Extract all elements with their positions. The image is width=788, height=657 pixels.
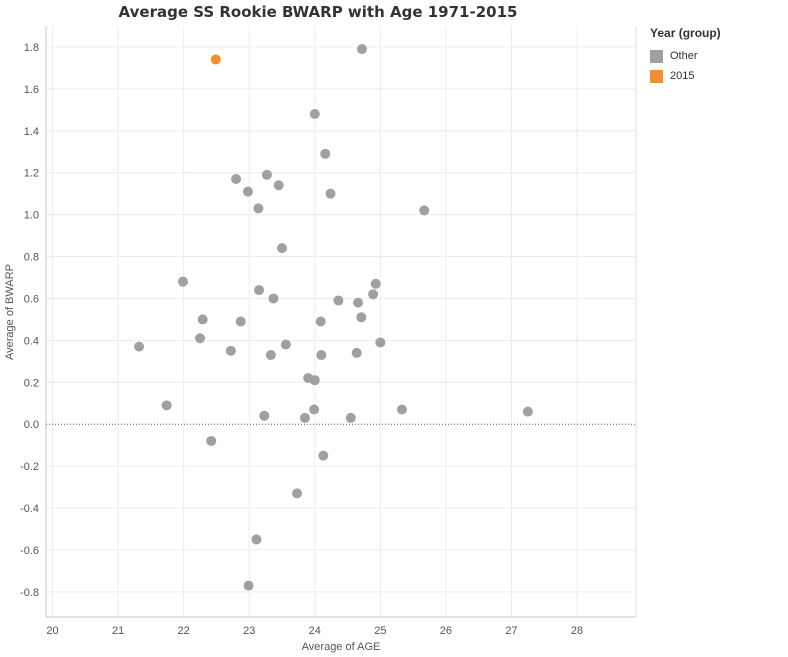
- data-point-other[interactable]: [396, 404, 407, 415]
- y-tick-label: -0.8: [20, 587, 39, 599]
- legend-item-2015[interactable]: 2015: [650, 66, 721, 86]
- data-point-other[interactable]: [206, 435, 217, 446]
- grid-lines: [46, 26, 636, 617]
- data-point-other[interactable]: [253, 203, 264, 214]
- data-point-other[interactable]: [318, 450, 329, 461]
- y-tick-label: -0.6: [20, 545, 39, 557]
- x-tick-label: 22: [178, 625, 190, 637]
- y-axis-label: Average of BWARP: [4, 264, 16, 360]
- y-tick-label: -0.4: [20, 503, 39, 515]
- data-point-other[interactable]: [333, 295, 344, 306]
- data-point-other[interactable]: [251, 534, 262, 545]
- data-point-other[interactable]: [161, 400, 172, 411]
- legend-item-other[interactable]: Other: [650, 46, 721, 66]
- y-tick-label: 1.6: [24, 84, 39, 96]
- y-tick-label: 1.8: [24, 42, 39, 54]
- data-point-other[interactable]: [309, 404, 320, 415]
- x-tick-label: 28: [571, 625, 583, 637]
- x-tick-label: 24: [309, 625, 321, 637]
- data-point-other[interactable]: [243, 580, 254, 591]
- data-point-other[interactable]: [292, 488, 303, 499]
- data-point-other[interactable]: [351, 347, 362, 358]
- data-point-other[interactable]: [235, 316, 246, 327]
- chart-title: Average SS Rookie BWARP with Age 1971-20…: [118, 3, 518, 21]
- y-tick-label: 1.2: [24, 168, 39, 180]
- x-tick-label: 26: [440, 625, 452, 637]
- data-point-2015[interactable]: [210, 54, 221, 65]
- y-tick-label: 0.2: [24, 377, 39, 389]
- data-point-other[interactable]: [316, 350, 327, 361]
- data-point-other[interactable]: [277, 243, 287, 254]
- y-tick-label: 1.4: [24, 126, 39, 138]
- data-point-other[interactable]: [268, 293, 279, 304]
- data-point-other[interactable]: [375, 337, 386, 348]
- data-point-other[interactable]: [225, 345, 236, 356]
- y-tick-label: 0.6: [24, 293, 39, 305]
- data-point-other[interactable]: [356, 44, 367, 55]
- data-point-other[interactable]: [522, 406, 533, 417]
- data-point-other[interactable]: [261, 169, 272, 180]
- legend: Year (group) Other 2015: [650, 26, 721, 86]
- data-point-other[interactable]: [315, 316, 326, 327]
- y-tick-label: 0.8: [24, 252, 39, 264]
- data-point-other[interactable]: [195, 333, 206, 344]
- x-tick-label: 27: [505, 625, 517, 637]
- x-tick-label: 21: [112, 625, 124, 637]
- y-tick-label: 0.4: [24, 335, 39, 347]
- data-point-other[interactable]: [231, 173, 242, 184]
- y-tick-label: -0.2: [20, 461, 39, 473]
- data-point-other[interactable]: [299, 412, 310, 423]
- legend-swatch-other: [650, 49, 663, 63]
- legend-title: Year (group): [650, 26, 721, 40]
- data-point-other[interactable]: [325, 188, 336, 199]
- x-tick-label: 20: [46, 625, 58, 637]
- data-point-other[interactable]: [178, 276, 189, 287]
- data-point-other[interactable]: [273, 180, 284, 191]
- data-point-other[interactable]: [309, 109, 320, 120]
- data-point-other[interactable]: [259, 410, 270, 421]
- legend-swatch-2015: [650, 69, 663, 83]
- y-tick-label: 0.0: [24, 419, 39, 431]
- legend-label-other: Other: [670, 50, 698, 62]
- data-point-other[interactable]: [370, 278, 381, 289]
- axes: 20 21 22 23 24 25 26 27 28 -0.8 -0.6 -0.4 -0.2 0.0 0.2…: [20, 26, 637, 637]
- y-tick-label: 1.0: [24, 210, 39, 222]
- data-points[interactable]: [134, 44, 533, 591]
- data-point-other[interactable]: [320, 148, 331, 159]
- data-point-other[interactable]: [419, 205, 430, 216]
- data-point-other[interactable]: [280, 339, 291, 350]
- data-point-other[interactable]: [309, 375, 320, 386]
- data-point-other[interactable]: [368, 289, 379, 300]
- data-point-other[interactable]: [134, 341, 145, 352]
- legend-label-2015: 2015: [670, 70, 695, 82]
- x-tick-label: 25: [374, 625, 386, 637]
- data-point-other[interactable]: [345, 412, 356, 423]
- data-point-other[interactable]: [254, 285, 265, 296]
- data-point-other[interactable]: [242, 186, 253, 197]
- data-point-other[interactable]: [353, 297, 364, 308]
- x-tick-label: 23: [243, 625, 255, 637]
- x-axis-label: Average of AGE: [302, 641, 381, 653]
- data-point-other[interactable]: [265, 350, 276, 361]
- data-point-other[interactable]: [356, 312, 367, 323]
- data-point-other[interactable]: [197, 314, 208, 325]
